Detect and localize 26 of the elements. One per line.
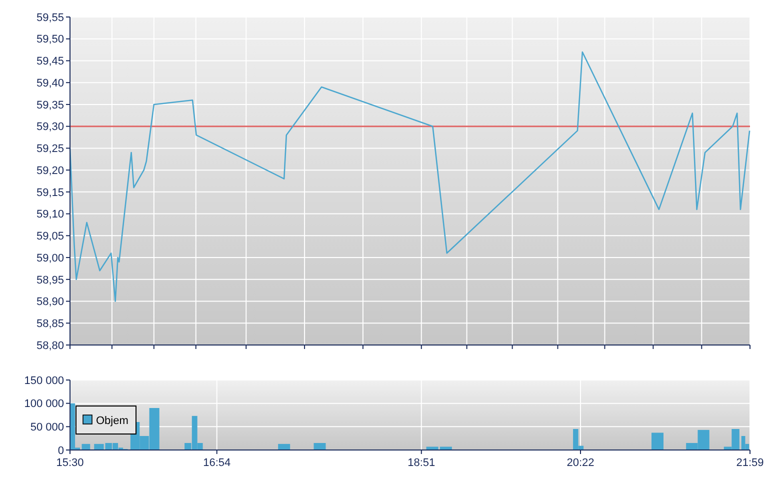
y-tick-label: 58,95 bbox=[36, 274, 64, 286]
legend-label: Objem bbox=[96, 415, 128, 427]
y-tick-label: 59,45 bbox=[36, 56, 64, 68]
y-tick-label: 59,40 bbox=[36, 77, 64, 90]
y-tick-label: 59,05 bbox=[36, 230, 64, 243]
y-tick-label: 59,35 bbox=[36, 99, 64, 112]
x-tick-label: 16:54 bbox=[203, 457, 231, 469]
y-tick-label: 59,25 bbox=[36, 143, 64, 156]
y-tick-label: 59,55 bbox=[36, 12, 64, 24]
y-tick-label: 58,85 bbox=[36, 318, 64, 330]
x-tick-label: 21:59 bbox=[736, 457, 764, 469]
y-tick-label: 100 000 bbox=[24, 398, 64, 410]
x-tick-label: 20:22 bbox=[566, 457, 594, 469]
y-tick-label: 59,30 bbox=[36, 121, 64, 134]
y-tick-label: 58,90 bbox=[36, 296, 64, 308]
x-tick-label: 15:30 bbox=[56, 457, 84, 469]
y-tick-label: 59,00 bbox=[36, 252, 64, 264]
y-tick-label: 150 000 bbox=[24, 374, 64, 387]
y-tick-label: 59,20 bbox=[36, 164, 64, 177]
y-tick-label: 59,15 bbox=[36, 186, 64, 199]
y-tick-label: 50 000 bbox=[30, 422, 64, 434]
y-tick-label: 58,80 bbox=[36, 340, 64, 352]
x-tick-label: 18:51 bbox=[408, 457, 436, 469]
y-tick-label: 59,10 bbox=[36, 208, 64, 221]
y-tick-label: 59,50 bbox=[36, 34, 64, 46]
y-tick-label: 0 bbox=[58, 444, 64, 457]
